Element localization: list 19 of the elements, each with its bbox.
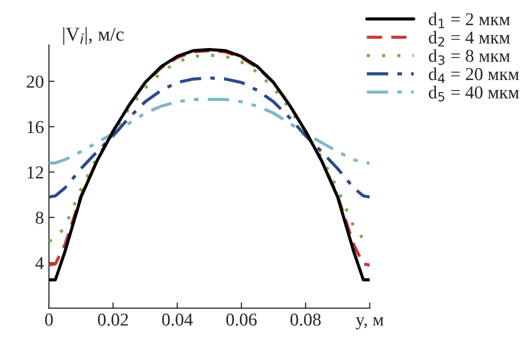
x-tick-label: 0.02 [98,314,128,326]
x-tick-label: 0 [45,314,53,326]
line-series [48,76,370,199]
legend-label: d$_{1}$ = 2 мкм [428,12,510,28]
y-tick-label: 16 [28,120,44,134]
line-series [48,98,370,165]
x-tick-label: y, м [356,317,384,330]
y-tick-label: 4 [35,257,44,270]
legend-label: d$_{4}$ = 20 мкм [428,68,519,83]
y-tick-label: 12 [28,166,44,178]
legend-label: d$_{5}$ = 40 мкм [428,86,519,102]
x-tick-label: 0.08 [290,314,321,326]
legend-label: d$_{2}$ = 4 мкм [428,30,510,46]
x-tick-label: 0.06 [226,314,257,326]
y-tick-label: 20 [26,76,44,88]
legend-label: d$_{3}$ = 8 мкм [428,49,510,65]
y-axis-title: |V$_{i}$|, м/с [63,27,124,45]
y-tick-label: 8 [36,212,44,224]
x-tick-label: 0.04 [162,314,193,326]
